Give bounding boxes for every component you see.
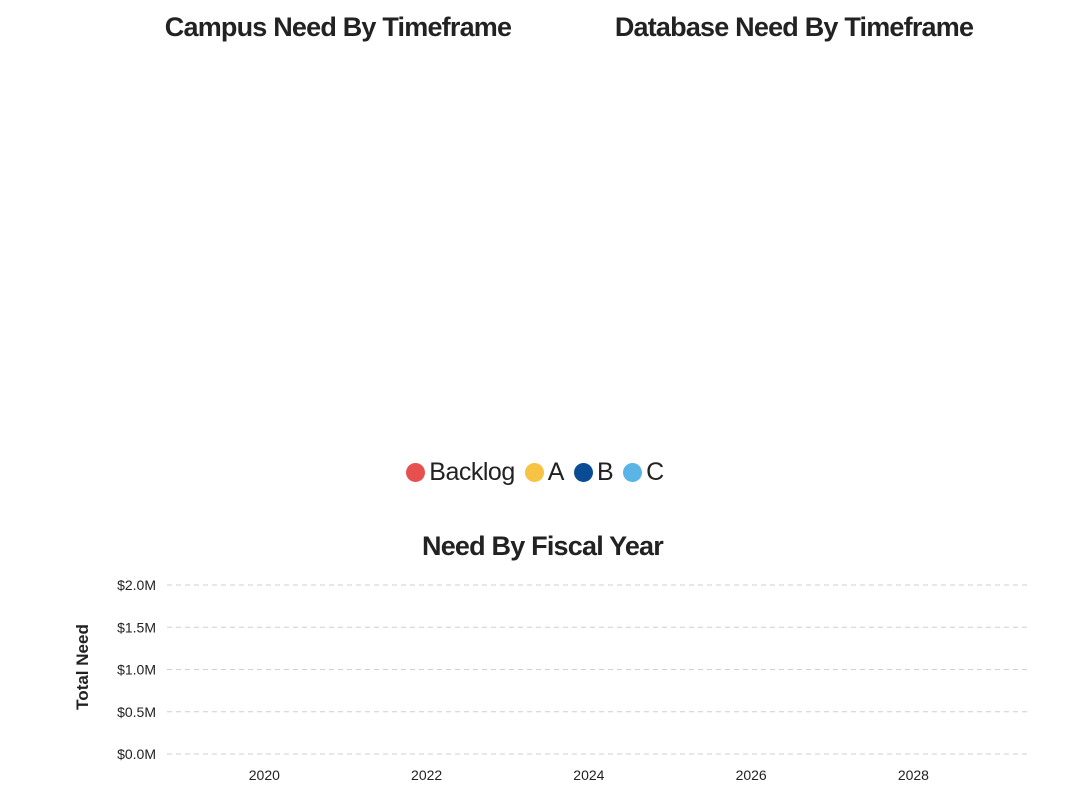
- y-tick-label: $1.5M: [117, 619, 156, 635]
- y-tick-label: $0.0M: [117, 746, 156, 762]
- x-tick-label: 2028: [898, 767, 929, 783]
- y-axis-label: Total Need: [73, 624, 92, 710]
- database-need-title: Database Need By Timeframe: [614, 12, 974, 42]
- legend-item-b[interactable]: B: [573, 458, 614, 487]
- legend-label-b: B: [596, 458, 614, 486]
- x-tick-label: 2026: [736, 767, 767, 783]
- legend-item-backlog[interactable]: Backlog: [406, 458, 515, 487]
- x-tick-label: 2022: [411, 767, 442, 783]
- y-tick-label: $1.0M: [117, 662, 156, 678]
- legend: Backlog A B C: [0, 458, 1070, 487]
- need-by-fiscal-year-title: Need By Fiscal Year: [422, 531, 664, 561]
- y-tick-label: $2.0M: [117, 577, 156, 593]
- x-tick-label: 2020: [249, 767, 280, 783]
- legend-item-a[interactable]: A: [524, 458, 565, 487]
- legend-swatch-backlog: [406, 463, 426, 482]
- x-tick-label: 2024: [573, 767, 604, 783]
- legend-label-c: C: [646, 458, 664, 486]
- campus-need-title: Campus Need By Timeframe: [164, 12, 512, 42]
- legend-swatch-a: [524, 463, 544, 482]
- legend-label-backlog: Backlog: [429, 458, 515, 486]
- legend-swatch-b: [573, 463, 593, 482]
- need-by-fiscal-year-chart: $0.0M $0.5M $1.0M $1.5M $2.0M 2020 2022 2024 20…: [73, 577, 1027, 783]
- legend-item-c[interactable]: C: [623, 458, 664, 487]
- legend-swatch-c: [623, 463, 643, 482]
- legend-label-a: A: [547, 458, 565, 486]
- y-tick-label: $0.5M: [117, 704, 156, 720]
